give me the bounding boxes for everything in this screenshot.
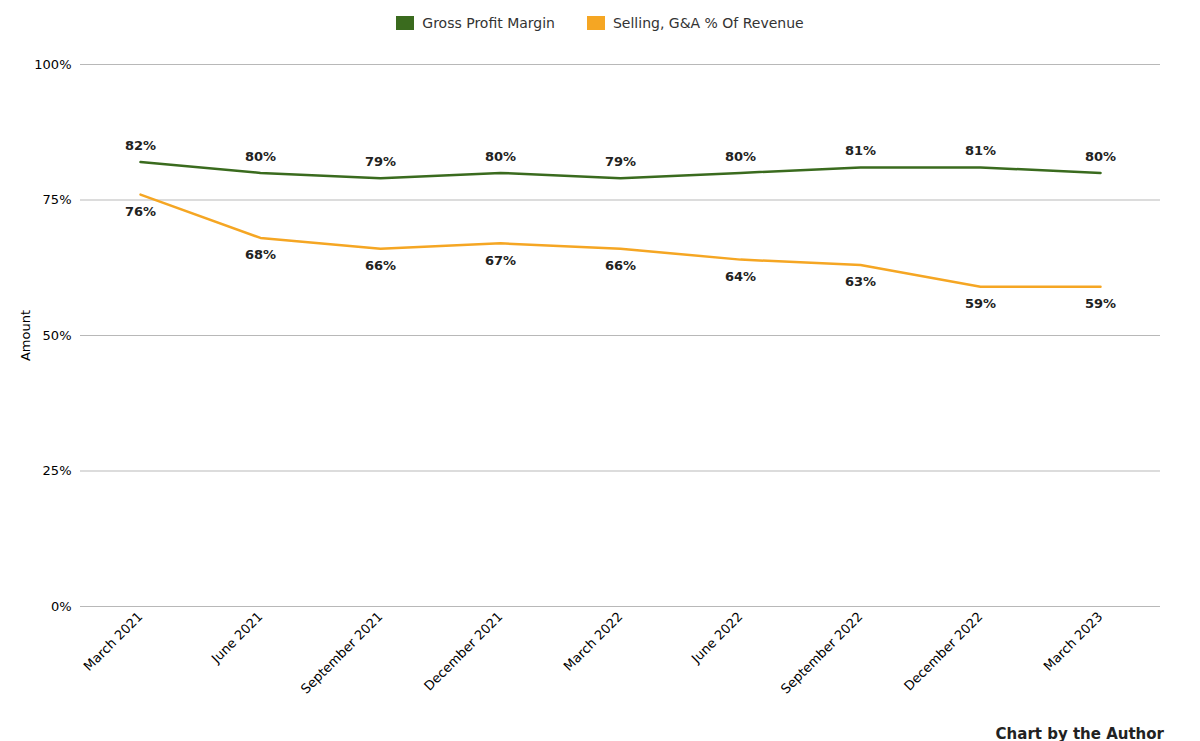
svg-text:80%: 80% [725, 149, 756, 164]
svg-text:December 2021: December 2021 [421, 609, 506, 694]
svg-text:March 2022: March 2022 [561, 609, 626, 674]
svg-text:Amount: Amount [18, 310, 33, 361]
svg-text:64%: 64% [725, 269, 756, 284]
svg-text:March 2023: March 2023 [1041, 609, 1106, 674]
svg-text:82%: 82% [125, 138, 156, 153]
html-text:Selling, G&A % Of Revenue: Selling, G&A % Of Revenue [613, 15, 804, 31]
svg-text:68%: 68% [245, 247, 276, 262]
svg-text:75%: 75% [43, 192, 72, 207]
svg-text:80%: 80% [1085, 149, 1116, 164]
svg-text:80%: 80% [485, 149, 516, 164]
html-text:Gross Profit Margin: Gross Profit Margin [422, 15, 555, 31]
svg-text:September 2022: September 2022 [778, 609, 866, 697]
svg-text:63%: 63% [845, 274, 876, 289]
svg-text:81%: 81% [965, 143, 996, 158]
svg-text:67%: 67% [485, 253, 516, 268]
svg-text:76%: 76% [125, 204, 156, 219]
svg-text:50%: 50% [43, 328, 72, 343]
svg-text:79%: 79% [605, 154, 636, 169]
svg-text:June 2022: June 2022 [688, 609, 746, 667]
svg-text:59%: 59% [1085, 296, 1116, 311]
svg-text:59%: 59% [965, 296, 996, 311]
svg-text:66%: 66% [365, 258, 396, 273]
svg-text:66%: 66% [605, 258, 636, 273]
svg-text:September 2021: September 2021 [298, 609, 386, 697]
svg-text:25%: 25% [43, 463, 72, 478]
svg-text:79%: 79% [365, 154, 396, 169]
svg-text:0%: 0% [51, 599, 72, 614]
svg-text:June 2021: June 2021 [208, 609, 266, 667]
svg-text:March 2021: March 2021 [81, 609, 146, 674]
svg-text:81%: 81% [845, 143, 876, 158]
svg-text:100%: 100% [34, 57, 71, 72]
svg-text:December 2022: December 2022 [901, 609, 986, 694]
svg-text:80%: 80% [245, 149, 276, 164]
